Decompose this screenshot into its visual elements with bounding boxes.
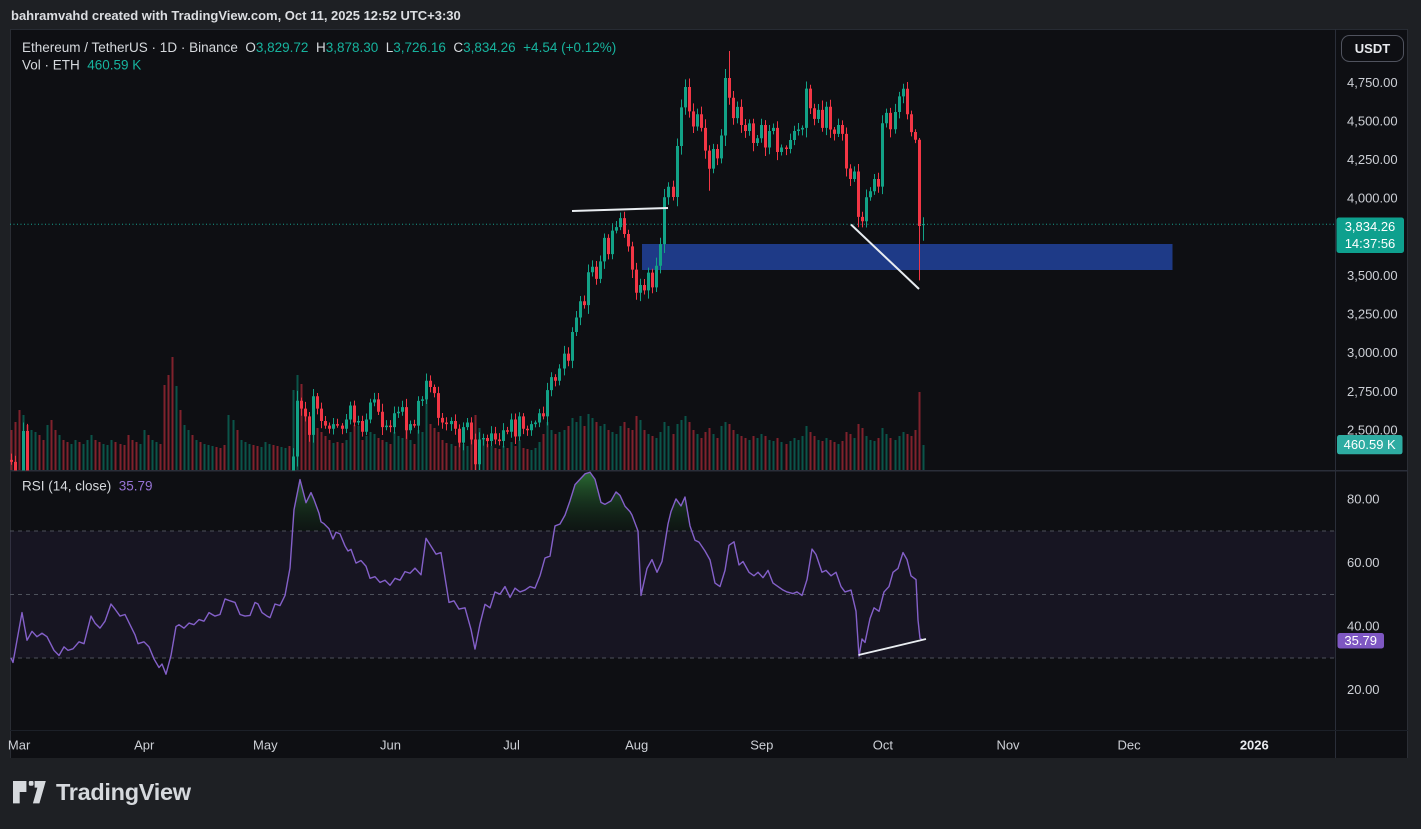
svg-text:60.00: 60.00 <box>1347 555 1380 570</box>
svg-text:Ethereum / TetherUS · 1D · Bin: Ethereum / TetherUS · 1D · Binance O3,82… <box>22 40 616 55</box>
svg-text:80.00: 80.00 <box>1347 491 1380 506</box>
svg-text:14:37:56: 14:37:56 <box>1345 236 1396 251</box>
svg-text:Vol · ETH 460.59 K: Vol · ETH 460.59 K <box>22 58 141 73</box>
svg-text:3,500.00: 3,500.00 <box>1347 268 1398 283</box>
svg-text:Apr: Apr <box>134 738 155 753</box>
svg-text:Dec: Dec <box>1118 738 1142 753</box>
svg-text:Mar: Mar <box>8 738 31 753</box>
svg-text:3,000.00: 3,000.00 <box>1347 345 1398 360</box>
svg-text:Aug: Aug <box>625 738 648 753</box>
svg-text:Jun: Jun <box>380 738 401 753</box>
svg-text:Sep: Sep <box>750 738 773 753</box>
svg-text:May: May <box>253 738 278 753</box>
svg-text:Nov: Nov <box>996 738 1020 753</box>
svg-text:35.79: 35.79 <box>1344 633 1377 648</box>
svg-text:4,500.00: 4,500.00 <box>1347 113 1398 128</box>
svg-text:3,834.26: 3,834.26 <box>1345 219 1396 234</box>
svg-text:2026: 2026 <box>1240 738 1269 753</box>
svg-text:460.59 K: 460.59 K <box>1344 437 1396 452</box>
svg-text:4,750.00: 4,750.00 <box>1347 75 1398 90</box>
svg-text:Oct: Oct <box>873 738 894 753</box>
svg-text:USDT: USDT <box>1355 41 1390 56</box>
svg-text:Jul: Jul <box>503 738 520 753</box>
svg-text:40.00: 40.00 <box>1347 618 1380 633</box>
svg-text:4,250.00: 4,250.00 <box>1347 152 1398 167</box>
svg-text:20.00: 20.00 <box>1347 682 1380 697</box>
svg-text:2,500.00: 2,500.00 <box>1347 422 1398 437</box>
svg-text:3,250.00: 3,250.00 <box>1347 307 1398 322</box>
svg-text:2,750.00: 2,750.00 <box>1347 384 1398 399</box>
svg-text:4,000.00: 4,000.00 <box>1347 191 1398 206</box>
svg-text:RSI (14, close) 35.79: RSI (14, close) 35.79 <box>22 479 153 494</box>
